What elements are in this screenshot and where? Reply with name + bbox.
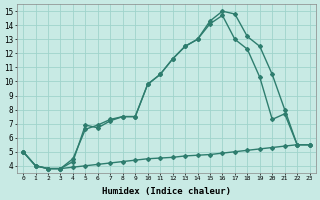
X-axis label: Humidex (Indice chaleur): Humidex (Indice chaleur)	[102, 187, 231, 196]
